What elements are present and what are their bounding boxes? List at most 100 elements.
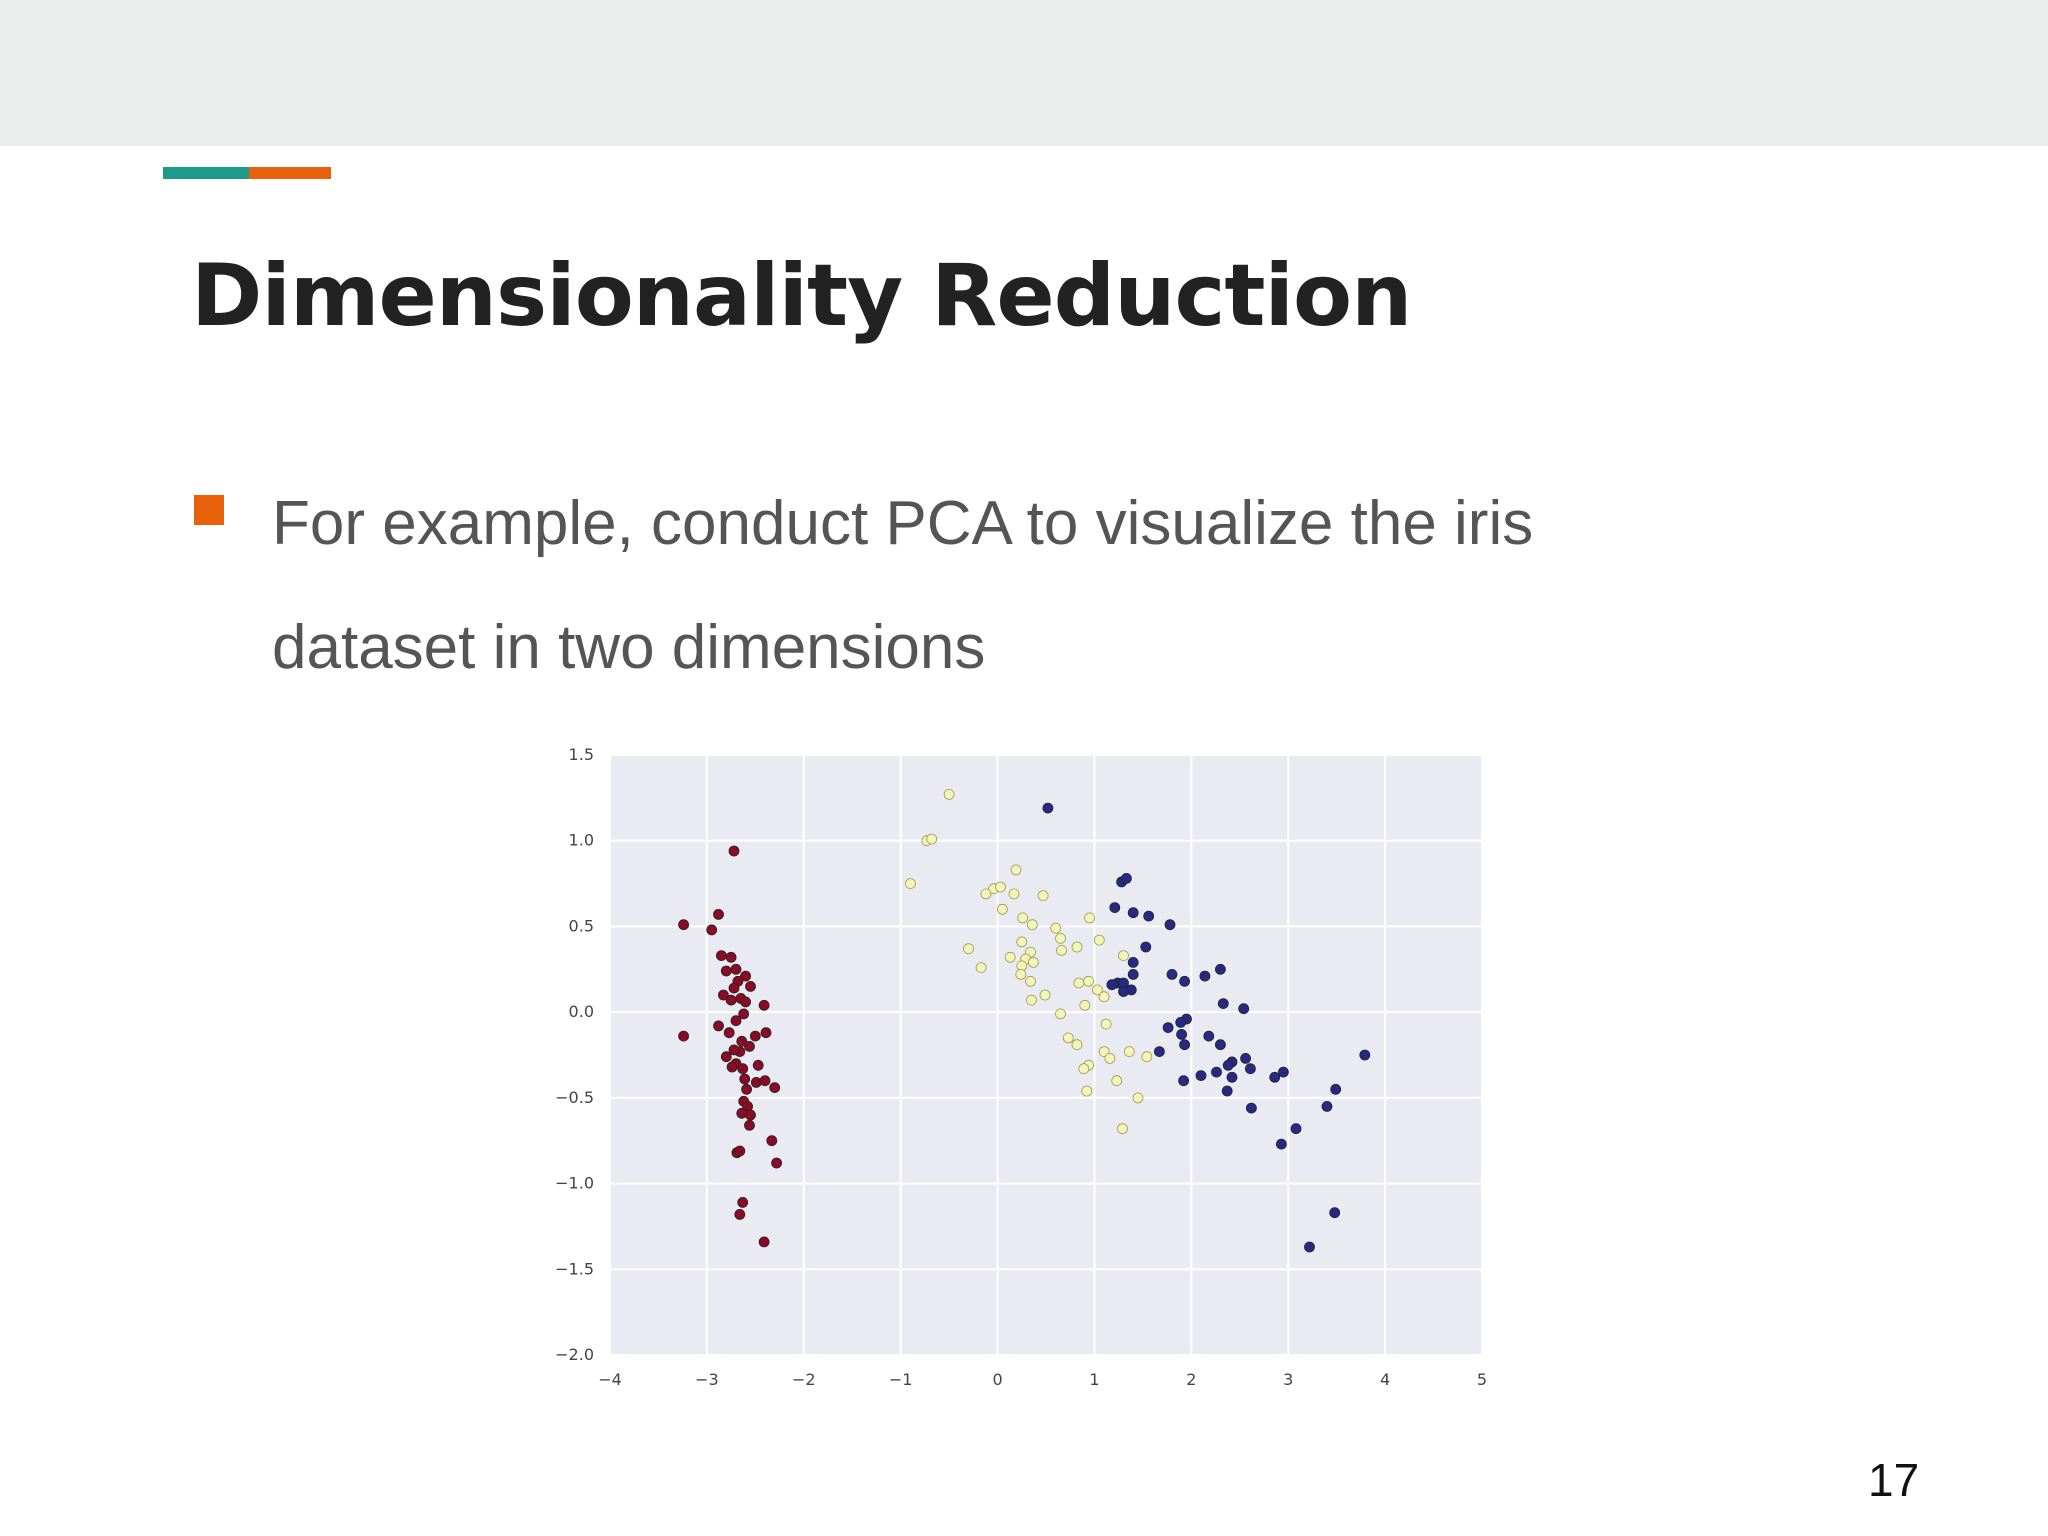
scatter-point: [1098, 1046, 1110, 1058]
scatter-point: [734, 1145, 746, 1157]
scatter-point: [1199, 970, 1211, 982]
scatter-point: [1140, 941, 1152, 953]
y-tick-label: 1.5: [569, 745, 594, 764]
scatter-point: [1073, 977, 1085, 989]
scatter-point: [678, 1030, 690, 1042]
scatter-point: [1121, 872, 1132, 884]
x-tick-label: 4: [1380, 1370, 1390, 1389]
x-tick-label: −2: [792, 1370, 816, 1389]
y-tick-label: 1.0: [569, 831, 594, 850]
scatter-point: [744, 1040, 755, 1052]
scatter-point: [769, 1082, 781, 1094]
x-tick-label: −1: [889, 1370, 913, 1389]
scatter-point: [706, 924, 718, 936]
scatter-point: [1037, 890, 1049, 902]
scatter-point: [995, 881, 1006, 893]
scatter-point: [740, 996, 752, 1008]
scatter-point: [1025, 975, 1036, 987]
scatter-point: [1078, 1063, 1090, 1075]
scatter-point: [759, 1075, 771, 1087]
scatter-point: [725, 994, 737, 1006]
scatter-point: [1104, 1052, 1116, 1064]
y-tick-label: 0.0: [569, 1002, 594, 1021]
scatter-point: [736, 1035, 748, 1047]
pca-scatter-chart: −4 −3 −2 −1 0 1 2 3 4 5 1.5 1.0 0.5 0.0 −0.5 −1.0 −1.5 −2…: [555, 745, 1487, 1389]
scatter-point: [741, 1083, 753, 1095]
scatter-point: [1304, 1241, 1315, 1253]
scatter-point: [737, 1063, 749, 1075]
scatter-point: [1026, 994, 1037, 1006]
scatter-point: [717, 989, 729, 1001]
x-tick-label: −3: [695, 1370, 719, 1389]
scatter-point: [1106, 979, 1118, 991]
accent-bar-teal: [163, 167, 249, 179]
scatter-point: [1127, 968, 1139, 980]
accent-bar-orange: [249, 167, 331, 179]
scatter-point: [1118, 986, 1129, 998]
scatter-point: [760, 1027, 772, 1039]
scatter-point: [738, 1008, 750, 1020]
scatter-point: [725, 951, 737, 963]
scatter-point: [1123, 1046, 1135, 1058]
scatter-point: [1238, 1003, 1250, 1015]
scatter-point: [926, 833, 938, 845]
scatter-point: [1217, 998, 1229, 1010]
slide-title: Dimensionality Reduction: [191, 246, 1412, 346]
scatter-point: [1162, 1022, 1174, 1034]
scatter-point: [1226, 1071, 1238, 1083]
scatter-point: [758, 1236, 770, 1248]
scatter-point: [1269, 1071, 1281, 1083]
scatter-point: [1109, 902, 1121, 914]
scatter-point: [1055, 932, 1066, 944]
x-tick-label: 0: [992, 1370, 1002, 1389]
scatter-point: [1290, 1123, 1302, 1135]
scatter-point: [1179, 1039, 1190, 1051]
scatter-point: [1143, 910, 1155, 922]
page-number: 17: [1868, 1454, 1920, 1506]
scatter-point: [1132, 1092, 1144, 1104]
scatter-point: [1026, 919, 1038, 931]
scatter-point: [1118, 950, 1129, 962]
scatter-point: [720, 965, 732, 977]
scatter-point: [1240, 1052, 1251, 1064]
scatter-point: [734, 1208, 746, 1220]
scatter-point: [1008, 888, 1020, 900]
scatter-point: [975, 962, 987, 974]
scatter-point: [1111, 1075, 1123, 1087]
scatter-point: [728, 982, 740, 994]
scatter-point: [1092, 984, 1103, 996]
scatter-point: [723, 1027, 735, 1039]
scatter-point: [996, 903, 1008, 915]
scatter-point: [740, 970, 752, 982]
scatter-point: [1278, 1066, 1289, 1078]
scatter-point: [1084, 912, 1095, 924]
scatter-point: [713, 908, 724, 920]
scatter-point: [1222, 1059, 1234, 1071]
scatter-point: [1175, 1016, 1187, 1028]
scatter-point: [771, 1157, 783, 1169]
scatter-point: [1100, 1018, 1112, 1030]
scatter-point: [758, 999, 770, 1011]
scatter-point: [1098, 991, 1110, 1003]
scatter-point: [1083, 975, 1094, 987]
scatter-point: [1027, 956, 1039, 968]
scatter-point: [713, 1020, 724, 1032]
scatter-point: [1071, 1039, 1083, 1051]
y-tick-label: −0.5: [555, 1088, 594, 1107]
scatter-point: [726, 1061, 738, 1073]
scatter-point: [1117, 1123, 1128, 1135]
scatter-point: [1195, 1070, 1207, 1082]
slide-header-band: [0, 0, 2048, 146]
scatter-point: [752, 1059, 764, 1071]
scatter-point: [1245, 1063, 1256, 1075]
x-tick-label: 2: [1186, 1370, 1196, 1389]
scatter-point: [720, 1051, 732, 1063]
scatter-point: [1015, 968, 1027, 980]
scatter-point: [678, 919, 690, 931]
scatter-point: [1010, 864, 1022, 876]
scatter-point: [1127, 956, 1139, 968]
scatter-point: [904, 878, 916, 890]
scatter-point: [1179, 975, 1190, 987]
scatter-point: [1359, 1049, 1371, 1061]
scatter-point: [943, 789, 955, 800]
